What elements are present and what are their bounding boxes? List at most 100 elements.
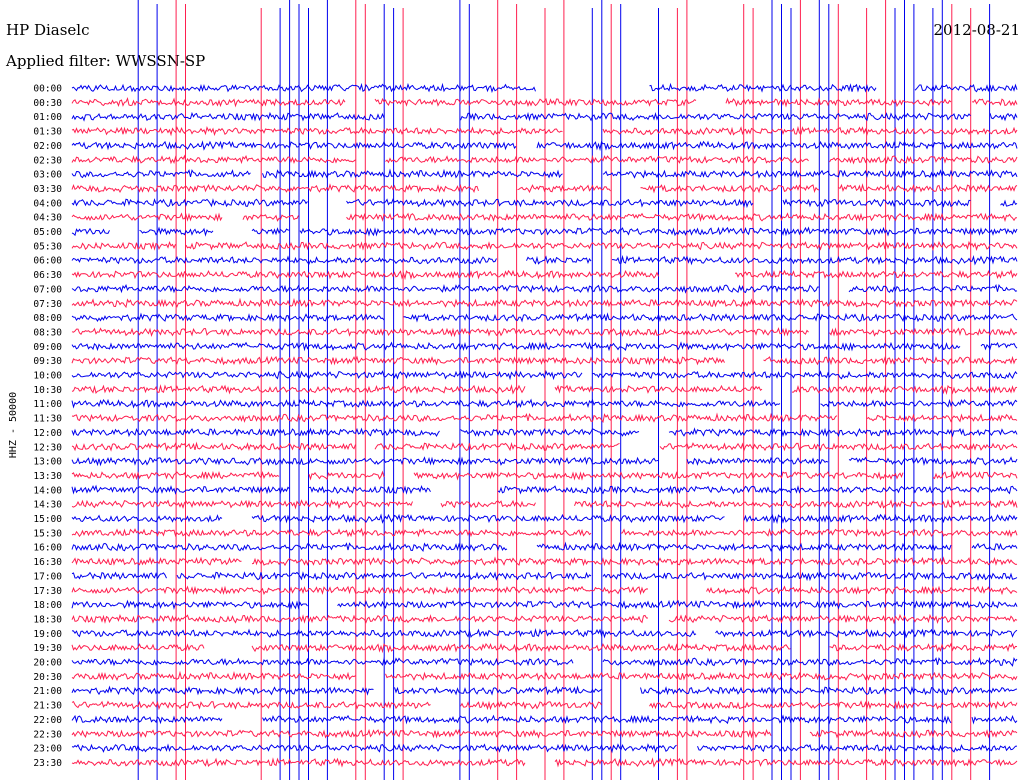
hour-label: 16:30 xyxy=(33,557,62,568)
channel-label: HHZ - 50000 xyxy=(8,392,19,458)
hour-label: 22:30 xyxy=(33,729,62,740)
hour-label: 06:00 xyxy=(33,256,62,267)
hour-label: 11:00 xyxy=(33,399,62,410)
trace-row-0330 xyxy=(71,183,1018,194)
hour-label: 17:00 xyxy=(33,571,62,582)
trace-row-2000 xyxy=(71,656,1018,667)
trace-row-1130 xyxy=(71,412,1018,423)
trace-row-0630 xyxy=(71,269,1018,281)
date-label: 2012-08-21 xyxy=(933,21,1020,39)
hour-label: 15:30 xyxy=(33,528,62,539)
hour-label: 14:00 xyxy=(33,485,62,496)
trace-row-1030 xyxy=(71,384,1018,395)
hour-label-layer: 00:00 00:30 01:00 01:30 02:00 02:30 03:00 03:30… xyxy=(33,84,62,769)
trace-row-0030 xyxy=(71,97,1018,108)
trace-row-0930 xyxy=(71,355,1018,366)
trace-row-0730 xyxy=(71,297,1018,309)
trace-row-2030 xyxy=(71,670,1018,682)
hour-label: 05:00 xyxy=(33,227,62,238)
trace-row-1930 xyxy=(71,642,1018,654)
hour-label: 01:30 xyxy=(33,127,62,138)
trace-row-0530 xyxy=(71,240,1018,252)
hour-label: 08:00 xyxy=(33,313,62,324)
trace-row-1530 xyxy=(71,527,1018,538)
hour-label: 16:00 xyxy=(33,543,62,554)
hour-label: 13:30 xyxy=(33,471,62,482)
trace-row-1600 xyxy=(71,541,1018,553)
hour-label: 21:30 xyxy=(33,701,62,712)
trace-row-0800 xyxy=(71,312,1018,323)
trace-row-0430 xyxy=(71,212,1018,223)
trace-row-0230 xyxy=(71,154,1018,165)
hour-label: 12:00 xyxy=(33,428,62,439)
trace-row-1000 xyxy=(71,370,1018,381)
hour-label: 10:30 xyxy=(33,385,62,396)
hour-label: 07:30 xyxy=(33,299,62,310)
hour-label: 14:30 xyxy=(33,500,62,511)
trace-row-0700 xyxy=(71,283,1018,294)
hour-label: 11:30 xyxy=(33,414,62,425)
trace-row-0000 xyxy=(71,82,1018,94)
trace-row-1230 xyxy=(71,441,1018,452)
hour-label: 00:00 xyxy=(33,84,62,95)
hour-label: 00:30 xyxy=(33,98,62,109)
trace-row-1730 xyxy=(71,585,1018,596)
trace-row-1300 xyxy=(71,456,1018,467)
hour-label: 04:30 xyxy=(33,213,62,224)
trace-row-1630 xyxy=(71,556,1018,567)
trace-row-1200 xyxy=(71,427,1018,438)
hour-label: 20:30 xyxy=(33,672,62,683)
station-title: HP Diaselc xyxy=(6,21,90,39)
hour-label: 07:00 xyxy=(33,284,62,295)
trace-row-2130 xyxy=(71,700,1018,711)
trace-row-2230 xyxy=(71,728,1018,739)
hour-label: 12:30 xyxy=(33,442,62,453)
hour-label: 09:30 xyxy=(33,356,62,367)
hour-label: 08:30 xyxy=(33,327,62,338)
trace-row-0400 xyxy=(71,198,1018,209)
hour-label: 04:00 xyxy=(33,198,62,209)
trace-row-1430 xyxy=(71,498,1018,510)
trace-row-0600 xyxy=(71,254,1018,266)
trace-row-1400 xyxy=(71,484,1018,495)
hour-label: 19:30 xyxy=(33,643,62,654)
hour-label: 20:00 xyxy=(33,658,62,669)
trace-row-0830 xyxy=(71,327,1018,338)
trace-row-0200 xyxy=(71,140,1018,152)
hour-label: 02:00 xyxy=(33,141,62,152)
trace-row-1700 xyxy=(71,571,1018,582)
trace-row-2300 xyxy=(71,743,1018,754)
hour-label: 23:30 xyxy=(33,758,62,769)
filter-label: Applied filter: WWSSN-SP xyxy=(6,52,206,70)
hour-label: 05:30 xyxy=(33,241,62,252)
trace-row-1500 xyxy=(71,513,1018,525)
trace-row-0500 xyxy=(71,226,1018,237)
hour-label: 22:00 xyxy=(33,715,62,726)
hour-label: 18:00 xyxy=(33,600,62,611)
hour-label: 23:00 xyxy=(33,744,62,755)
hour-label: 01:00 xyxy=(33,112,62,123)
hour-label: 15:00 xyxy=(33,514,62,525)
hour-label: 09:00 xyxy=(33,342,62,353)
trace-row-2200 xyxy=(71,714,1018,725)
hour-label: 03:30 xyxy=(33,184,62,195)
hour-label: 02:30 xyxy=(33,155,62,166)
hour-label: 13:00 xyxy=(33,457,62,468)
trace-row-0300 xyxy=(71,168,1018,179)
hour-label: 21:00 xyxy=(33,686,62,697)
trace-row-2330 xyxy=(71,757,1018,768)
trace-row-0100 xyxy=(71,111,1018,122)
trace-row-1900 xyxy=(71,628,1018,639)
hour-label: 17:30 xyxy=(33,586,62,597)
hour-label: 03:00 xyxy=(33,170,62,181)
trace-row-1830 xyxy=(71,613,1018,625)
trace-row-1800 xyxy=(71,599,1018,610)
trace-row-1100 xyxy=(71,398,1018,409)
trace-row-2100 xyxy=(71,685,1018,696)
hour-label: 06:30 xyxy=(33,270,62,281)
trace-row-0130 xyxy=(71,125,1018,137)
trace-row-1330 xyxy=(71,470,1018,481)
hour-label: 18:30 xyxy=(33,614,62,625)
trace-layer xyxy=(71,82,1018,768)
